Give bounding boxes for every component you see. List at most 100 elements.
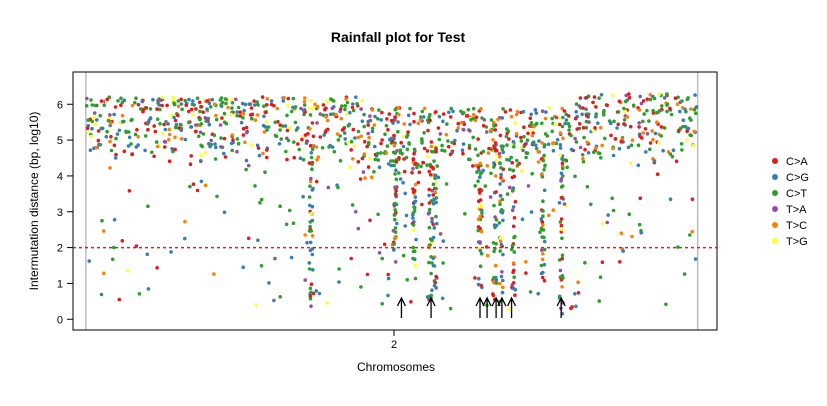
- mutation-point: [412, 249, 417, 253]
- mutation-point: [597, 151, 602, 156]
- mutation-point: [110, 257, 115, 262]
- mutation-point: [641, 119, 645, 124]
- mutation-point: [563, 121, 567, 126]
- mutation-point: [210, 97, 215, 102]
- mutation-point: [629, 143, 634, 147]
- mutation-point: [341, 127, 346, 131]
- mutation-point: [273, 256, 277, 261]
- mutation-point: [195, 96, 200, 101]
- mutation-point: [561, 166, 565, 171]
- mutation-point: [90, 119, 94, 124]
- mutation-point: [108, 121, 113, 125]
- mutation-point: [434, 274, 439, 279]
- mutation-point: [160, 95, 165, 100]
- mutation-point: [359, 107, 363, 111]
- mutation-point: [485, 164, 490, 168]
- mutation-point: [498, 194, 503, 198]
- mutation-point: [392, 163, 396, 168]
- mutation-point: [665, 109, 669, 114]
- mutation-point: [560, 184, 565, 188]
- mutation-point: [308, 294, 313, 298]
- mutation-point: [394, 177, 399, 182]
- mutation-point: [540, 175, 545, 179]
- points-layer: [84, 72, 699, 330]
- mutation-point: [310, 167, 314, 171]
- mutation-point: [526, 131, 530, 136]
- mutation-point: [326, 127, 330, 132]
- mutation-point: [468, 129, 472, 133]
- mutation-point: [648, 93, 653, 97]
- mutation-point: [674, 159, 679, 163]
- mutation-point: [478, 198, 483, 202]
- mutation-point: [112, 217, 117, 222]
- mutation-point: [373, 144, 377, 149]
- mutation-point: [540, 275, 545, 280]
- mutation-point: [482, 118, 487, 122]
- mutation-point: [492, 275, 496, 280]
- mutation-point: [639, 231, 643, 235]
- mutation-point: [420, 139, 424, 143]
- mutation-point: [397, 171, 401, 175]
- mutation-point: [253, 118, 258, 122]
- mutation-point: [155, 266, 159, 270]
- mutation-point: [276, 120, 280, 124]
- mutation-point: [318, 112, 323, 116]
- mutation-point: [494, 218, 499, 222]
- mutation-point: [325, 301, 329, 305]
- mutation-point: [230, 106, 234, 110]
- mutation-point: [410, 170, 414, 175]
- mutation-point: [386, 162, 391, 166]
- mutation-point: [673, 96, 678, 100]
- mutation-point: [344, 112, 349, 117]
- mutation-point: [542, 262, 547, 267]
- mutation-point: [356, 129, 361, 134]
- kataegis-arrow: [556, 296, 566, 318]
- legend-label: T>G: [786, 236, 808, 248]
- mutation-point: [109, 148, 114, 153]
- mutation-point: [462, 111, 466, 115]
- mutation-point: [561, 174, 565, 178]
- mutation-point: [301, 157, 306, 162]
- mutation-point: [390, 139, 395, 144]
- mutation-point: [143, 148, 147, 153]
- mutation-point: [379, 151, 383, 155]
- kataegis-arrow: [396, 296, 407, 318]
- mutation-point: [625, 115, 630, 119]
- mutation-point: [392, 248, 396, 252]
- mutation-point: [500, 178, 505, 182]
- y-tick-label: 6: [57, 99, 63, 111]
- mutation-point: [540, 109, 545, 113]
- mutation-point: [356, 160, 361, 164]
- mutation-point: [498, 239, 503, 244]
- mutation-point: [668, 106, 672, 111]
- mutation-point: [529, 128, 533, 133]
- mutation-point: [402, 169, 407, 174]
- mutation-point: [361, 170, 366, 174]
- mutation-point: [392, 143, 397, 148]
- mutation-point: [303, 133, 308, 137]
- mutation-point: [380, 302, 385, 306]
- mutation-point: [114, 136, 118, 141]
- mutation-point: [411, 216, 415, 220]
- mutation-point: [456, 126, 461, 130]
- mutation-point: [420, 109, 425, 114]
- mutation-point: [498, 249, 503, 253]
- mutation-point: [598, 125, 603, 130]
- mutation-point: [476, 282, 481, 287]
- mutation-point: [153, 129, 158, 134]
- mutation-point: [494, 242, 498, 246]
- mutation-point: [521, 109, 526, 114]
- mutation-point: [480, 211, 484, 215]
- mutation-point: [413, 276, 418, 281]
- mutation-point: [402, 122, 407, 126]
- mutation-point: [519, 169, 524, 173]
- mutation-point: [683, 124, 688, 129]
- mutation-point: [203, 183, 208, 188]
- mutation-point: [386, 272, 391, 277]
- mutation-point: [241, 265, 245, 270]
- mutation-point: [680, 106, 685, 110]
- mutation-point: [214, 117, 219, 122]
- mutation-point: [486, 151, 491, 155]
- y-tick-label: 0: [57, 314, 63, 326]
- mutation-point: [393, 226, 398, 230]
